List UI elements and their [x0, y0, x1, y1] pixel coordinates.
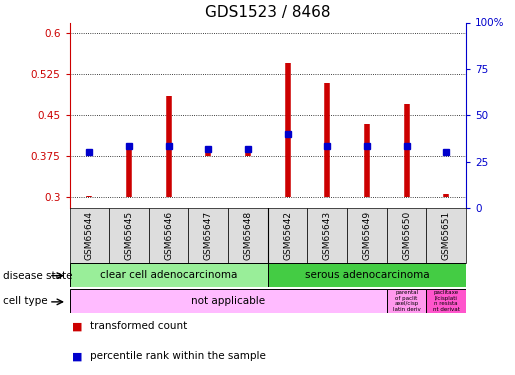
Text: paclitaxe
l/cisplati
n resista
nt derivat: paclitaxe l/cisplati n resista nt deriva… — [433, 290, 460, 312]
Text: percentile rank within the sample: percentile rank within the sample — [90, 351, 266, 361]
FancyBboxPatch shape — [228, 208, 268, 262]
FancyBboxPatch shape — [387, 208, 426, 262]
Text: GSM65651: GSM65651 — [442, 211, 451, 260]
Text: serous adenocarcinoma: serous adenocarcinoma — [305, 270, 429, 280]
Text: cell type: cell type — [3, 296, 47, 306]
Text: ■: ■ — [72, 351, 82, 361]
Text: GSM65645: GSM65645 — [125, 211, 133, 260]
Text: parental
of paclit
axel/cisp
latin deriv: parental of paclit axel/cisp latin deriv — [393, 290, 420, 312]
Text: GSM65649: GSM65649 — [363, 211, 371, 260]
Title: GDS1523 / 8468: GDS1523 / 8468 — [205, 5, 331, 20]
FancyBboxPatch shape — [188, 208, 228, 262]
FancyBboxPatch shape — [387, 289, 426, 313]
Text: disease state: disease state — [3, 271, 72, 280]
Text: GSM65642: GSM65642 — [283, 211, 292, 260]
Text: GSM65648: GSM65648 — [244, 211, 252, 260]
FancyBboxPatch shape — [70, 208, 109, 262]
Text: transformed count: transformed count — [90, 321, 187, 331]
Text: not applicable: not applicable — [191, 296, 265, 306]
FancyBboxPatch shape — [268, 208, 307, 262]
FancyBboxPatch shape — [307, 208, 347, 262]
FancyBboxPatch shape — [70, 262, 268, 287]
FancyBboxPatch shape — [109, 208, 149, 262]
Text: GSM65643: GSM65643 — [323, 211, 332, 260]
FancyBboxPatch shape — [347, 208, 387, 262]
Text: GSM65646: GSM65646 — [164, 211, 173, 260]
Text: clear cell adenocarcinoma: clear cell adenocarcinoma — [100, 270, 237, 280]
FancyBboxPatch shape — [426, 208, 466, 262]
FancyBboxPatch shape — [426, 289, 466, 313]
FancyBboxPatch shape — [149, 208, 188, 262]
Text: GSM65647: GSM65647 — [204, 211, 213, 260]
Text: GSM65650: GSM65650 — [402, 211, 411, 260]
Text: ■: ■ — [72, 321, 82, 331]
Text: GSM65644: GSM65644 — [85, 211, 94, 260]
FancyBboxPatch shape — [70, 289, 387, 313]
FancyBboxPatch shape — [268, 262, 466, 287]
